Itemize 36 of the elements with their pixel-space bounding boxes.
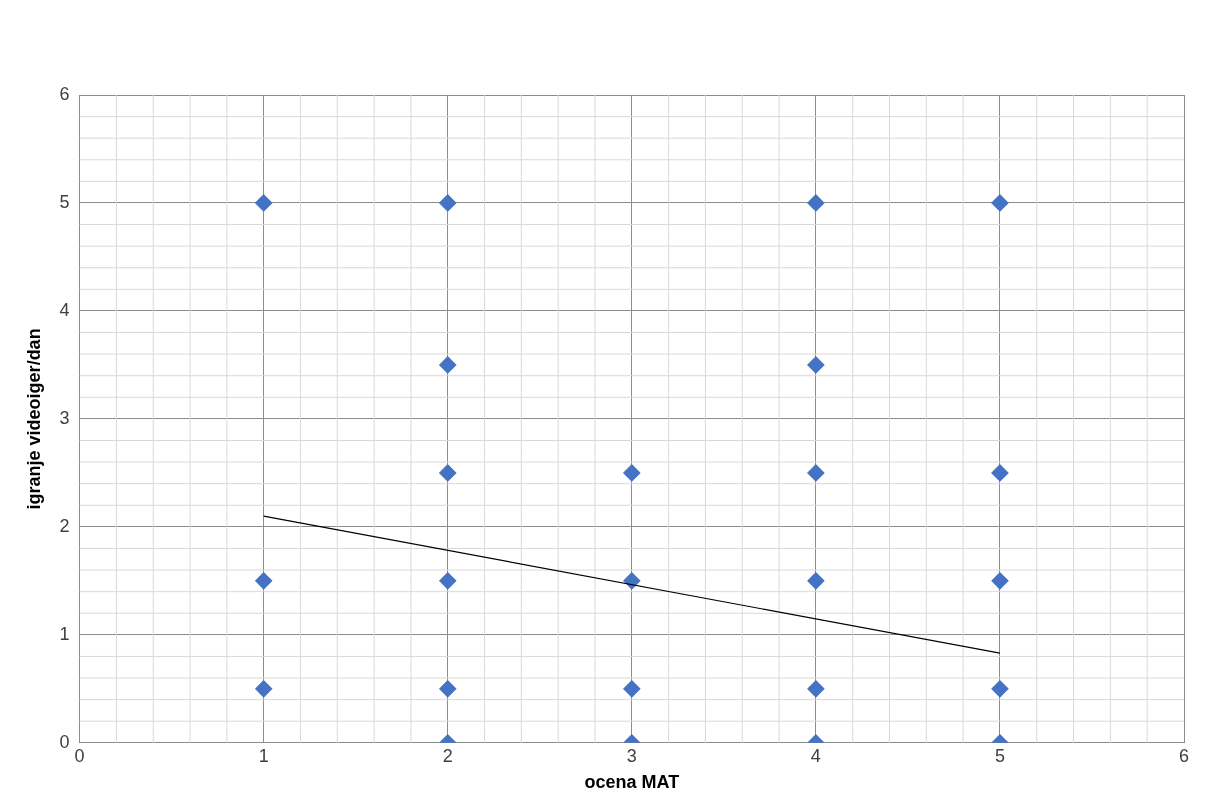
point	[439, 194, 457, 212]
point	[807, 356, 825, 374]
x-axis-title: ocena MAT	[584, 772, 680, 793]
point	[991, 680, 1009, 698]
x-tick-label: 2	[442, 745, 453, 766]
y-tick-label: 6	[59, 83, 70, 104]
point	[439, 356, 457, 374]
point	[807, 572, 825, 590]
point	[255, 194, 273, 212]
x-tick-label: 6	[1178, 745, 1190, 766]
x-tick-label: 0	[74, 745, 85, 766]
point	[991, 464, 1009, 482]
point	[807, 194, 825, 212]
point	[807, 680, 825, 698]
point	[439, 680, 457, 698]
y-tick-label: 0	[59, 731, 70, 752]
point	[439, 464, 457, 482]
point	[255, 680, 273, 698]
point	[623, 572, 641, 590]
point	[255, 572, 273, 590]
point	[623, 680, 641, 698]
y-tick-label: 5	[59, 191, 70, 212]
x-tick-label: 1	[258, 745, 269, 766]
y-axis-title: igranje videoiger/dan	[23, 328, 44, 510]
y-tick-label: 2	[59, 515, 70, 536]
y-tick-label: 1	[59, 623, 70, 644]
point	[623, 464, 641, 482]
x-tick-label: 4	[810, 745, 821, 766]
x-tick-label: 3	[626, 745, 637, 766]
point	[807, 464, 825, 482]
x-tick-label: 5	[994, 745, 1005, 766]
y-tick-label: 4	[59, 299, 70, 320]
point	[439, 572, 457, 590]
y-tick-label: 3	[59, 407, 70, 428]
point	[991, 194, 1009, 212]
point	[991, 572, 1009, 590]
